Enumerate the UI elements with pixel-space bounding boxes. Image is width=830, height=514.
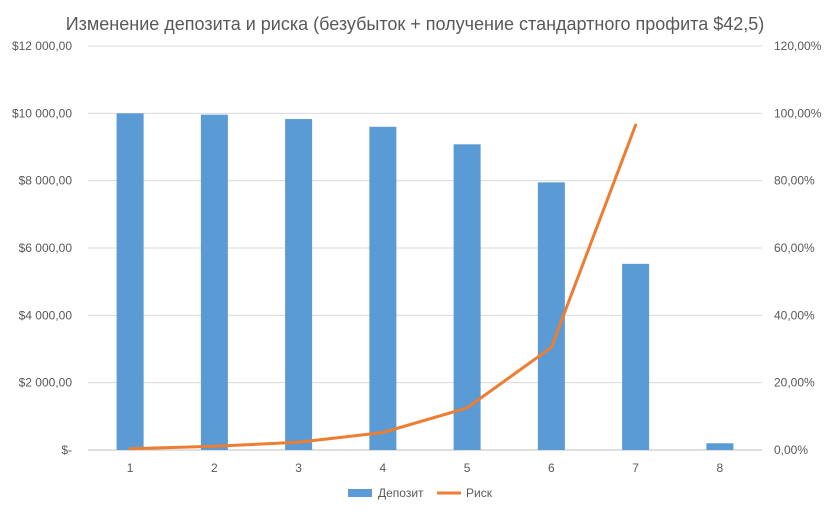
legend-swatch-deposit (348, 489, 372, 497)
line-series-risk (128, 123, 638, 451)
x-axis: 1 2 3 4 5 6 7 8 (127, 461, 724, 475)
right-tick-label: 60,00% (774, 241, 815, 255)
bar (453, 144, 481, 450)
left-tick-label: $12 000,00 (12, 39, 72, 53)
bar (116, 113, 144, 450)
left-y-axis: $- $2 000,00 $4 000,00 $6 000,00 $8 000,00 $1… (12, 39, 72, 457)
legend-label-risk: Риск (466, 486, 493, 500)
right-tick-label: 20,00% (774, 376, 815, 390)
x-tick-label: 1 (127, 461, 134, 475)
x-tick-label: 2 (211, 461, 218, 475)
left-tick-label: $8 000,00 (19, 174, 73, 188)
gridlines (88, 45, 762, 451)
chart-title: Изменение депозита и риска (безубыток + … (66, 14, 765, 34)
x-tick-label: 3 (295, 461, 302, 475)
left-tick-label: $10 000,00 (12, 106, 72, 120)
x-tick-label: 4 (380, 461, 387, 475)
left-tick-label: $6 000,00 (19, 241, 73, 255)
left-tick-label: $2 000,00 (19, 376, 73, 390)
left-tick-label: $- (61, 443, 72, 457)
left-tick-label: $4 000,00 (19, 308, 73, 322)
x-tick-label: 6 (548, 461, 555, 475)
right-y-axis: 0,00% 20,00% 40,00% 60,00% 80,00% 100,00% 120,… (774, 39, 822, 457)
bar (200, 114, 228, 451)
x-tick-label: 8 (717, 461, 724, 475)
x-tick-label: 5 (464, 461, 471, 475)
bar-series-deposit (116, 113, 734, 451)
bar (622, 263, 650, 450)
right-tick-label: 80,00% (774, 174, 815, 188)
bar (285, 119, 313, 450)
bar (369, 126, 397, 451)
right-tick-label: 100,00% (774, 106, 822, 120)
legend-label-deposit: Депозит (378, 486, 424, 500)
bar (706, 443, 734, 450)
right-tick-label: 120,00% (774, 39, 822, 53)
right-tick-label: 0,00% (774, 443, 808, 457)
legend: Депозит Риск (348, 486, 493, 500)
right-tick-label: 40,00% (774, 308, 815, 322)
x-tick-label: 7 (632, 461, 639, 475)
bar (537, 182, 565, 450)
